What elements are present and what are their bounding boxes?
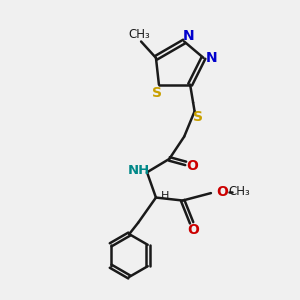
- Text: O: O: [186, 159, 198, 173]
- Text: S: S: [193, 110, 202, 124]
- Text: O: O: [187, 223, 199, 237]
- Text: O: O: [216, 184, 228, 199]
- Text: N: N: [206, 51, 218, 65]
- Text: N: N: [183, 28, 194, 43]
- Text: CH₃: CH₃: [228, 185, 250, 198]
- Text: CH₃: CH₃: [129, 28, 151, 41]
- Text: NH: NH: [128, 164, 150, 177]
- Text: S: S: [152, 86, 162, 100]
- Text: H: H: [161, 191, 169, 201]
